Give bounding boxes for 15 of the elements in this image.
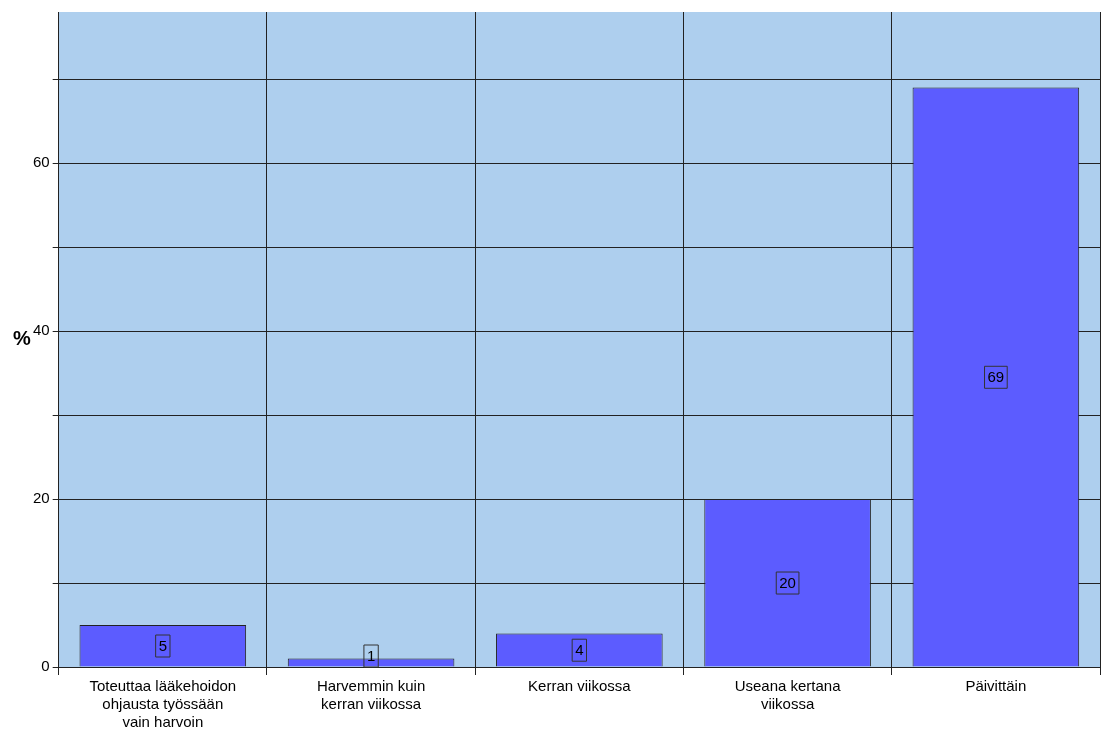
y-axis-title: % (13, 327, 32, 350)
data-label: 69 (987, 368, 1005, 386)
x-tick-label: Toteuttaa lääkehoidon ohjausta työssään vain harvoin (89, 677, 237, 731)
data-label: 5 (158, 637, 167, 655)
x-tick-label: Useana kertana viikossa (734, 677, 842, 713)
data-label: 1 (366, 647, 376, 665)
y-tick-label: 40 (33, 321, 50, 339)
data-label: 4 (575, 641, 584, 659)
x-tick-label: Harvemmin kuin kerran viikossa (316, 677, 426, 713)
y-tick-label: 60 (33, 153, 50, 171)
y-tick-label: 20 (33, 489, 50, 507)
y-tick-label: 0 (41, 657, 50, 675)
x-tick-label: Päivittäin (965, 677, 1027, 695)
data-label: 20 (779, 574, 796, 592)
x-tick-label: Kerran viikossa (528, 677, 632, 695)
